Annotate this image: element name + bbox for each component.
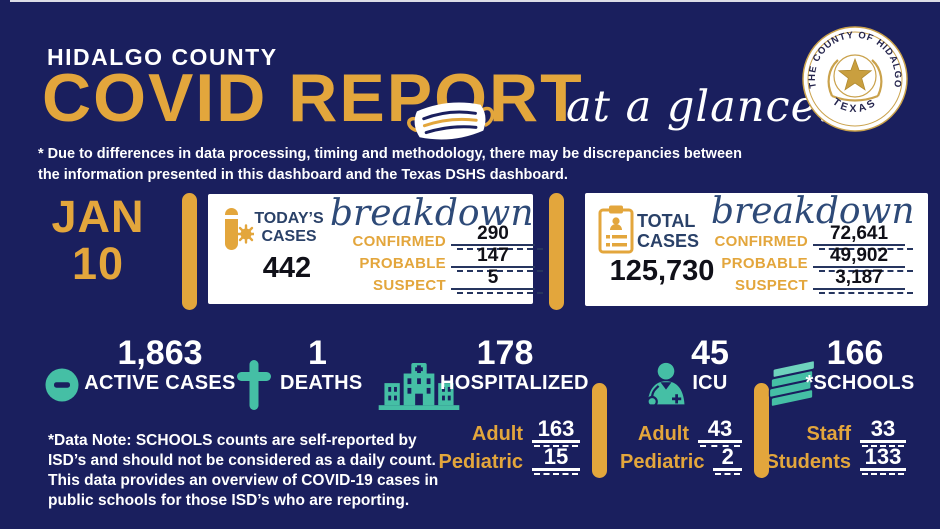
- active-cases-value: 1,863: [117, 334, 203, 372]
- page-title: COVID REPORT: [42, 60, 584, 136]
- schools-value: 166: [826, 334, 884, 372]
- divider-bar: [182, 193, 197, 310]
- hospitalized-value: 178: [476, 334, 534, 372]
- hospitalized-breakdown: Adult 163 Pediatric 15: [420, 417, 580, 476]
- breakdown-heading: breakdown: [330, 193, 534, 234]
- breakdown-row: Pediatric 15: [420, 445, 580, 476]
- breakdown-row: Students 133: [760, 445, 906, 476]
- breakdown-heading: breakdown: [711, 191, 915, 232]
- county-name: HIDALGO COUNTY: [47, 44, 278, 70]
- total-cases-total: 125,730: [609, 255, 715, 287]
- data-note: *Data Note: SCHOOLS counts are self-repo…: [48, 431, 438, 511]
- data-note-line-4: public schools for those ISD’s who are r…: [48, 492, 410, 509]
- divider-bar: [754, 383, 769, 478]
- data-note-line-3: This data provides an overview of COVID-…: [48, 472, 439, 489]
- county-seal: THE COUNTY OF HIDALGO TEXAS: [802, 26, 908, 132]
- report-month: JAN: [51, 191, 145, 242]
- top-border-line: [10, 0, 940, 2]
- total-cases-label: TOTAL CASES: [637, 211, 700, 252]
- breakdown-row: PROBABLE 49,902: [701, 246, 913, 272]
- todays-cases-card: TODAY’S CASES 442 breakdown CONFIRMED 29…: [208, 193, 543, 304]
- icu-value: 45: [691, 334, 729, 372]
- breakdown-row: Adult 43: [620, 417, 742, 448]
- total-cases-card: TOTAL CASES 125,730 breakdown CONFIRMED …: [585, 193, 928, 306]
- deaths-value: 1: [308, 334, 327, 372]
- breakdown-row: PROBABLE 147: [326, 246, 543, 272]
- books-stack-icon: [768, 359, 816, 408]
- test-tube-icon: [225, 208, 254, 250]
- divider-bar: [592, 383, 607, 478]
- clipboard-icon: [598, 205, 634, 254]
- doctor-icon: [646, 362, 685, 408]
- breakdown-row: CONFIRMED 72,641: [701, 224, 913, 250]
- divider-bar: [549, 193, 564, 310]
- deaths-label: DEATHS: [280, 372, 363, 394]
- report-date: JAN 10: [34, 191, 162, 289]
- hospitalized-label: HOSPITALIZED: [440, 372, 589, 394]
- breakdown-row: Adult 163: [420, 417, 580, 448]
- breakdown-row: Staff 33: [760, 417, 906, 448]
- minus-circle-icon: [45, 368, 79, 402]
- cross-icon: [237, 360, 271, 410]
- icu-breakdown: Adult 43 Pediatric 2: [620, 417, 742, 476]
- breakdown-row: CONFIRMED 290: [326, 224, 543, 250]
- data-note-line-1: *Data Note: SCHOOLS counts are self-repo…: [48, 432, 417, 449]
- schools-breakdown: Staff 33 Students 133: [760, 417, 906, 476]
- breakdown-row: Pediatric 2: [620, 445, 742, 476]
- report-day: 10: [71, 237, 125, 289]
- icu-label: ICU: [692, 372, 728, 394]
- disclaimer: * Due to differences in data processing,…: [38, 144, 742, 186]
- disclaimer-line-1: * Due to differences in data processing,…: [38, 146, 742, 162]
- disclaimer-line-2: the information presented in this dashbo…: [38, 167, 568, 183]
- tagline: at a glance..: [566, 82, 847, 132]
- hospital-icon: [378, 362, 460, 410]
- face-mask-icon: [407, 102, 495, 140]
- todays-cases-total: 442: [262, 252, 312, 284]
- breakdown-row: SUSPECT 5: [326, 268, 543, 294]
- data-note-line-2: ISD’s and should not be considered as a …: [48, 452, 436, 469]
- schools-label: *SCHOOLS: [805, 372, 915, 394]
- active-cases-label: ACTIVE CASES: [84, 372, 236, 394]
- breakdown-row: SUSPECT 3,187: [701, 268, 913, 294]
- todays-cases-label: TODAY’S CASES: [254, 210, 324, 245]
